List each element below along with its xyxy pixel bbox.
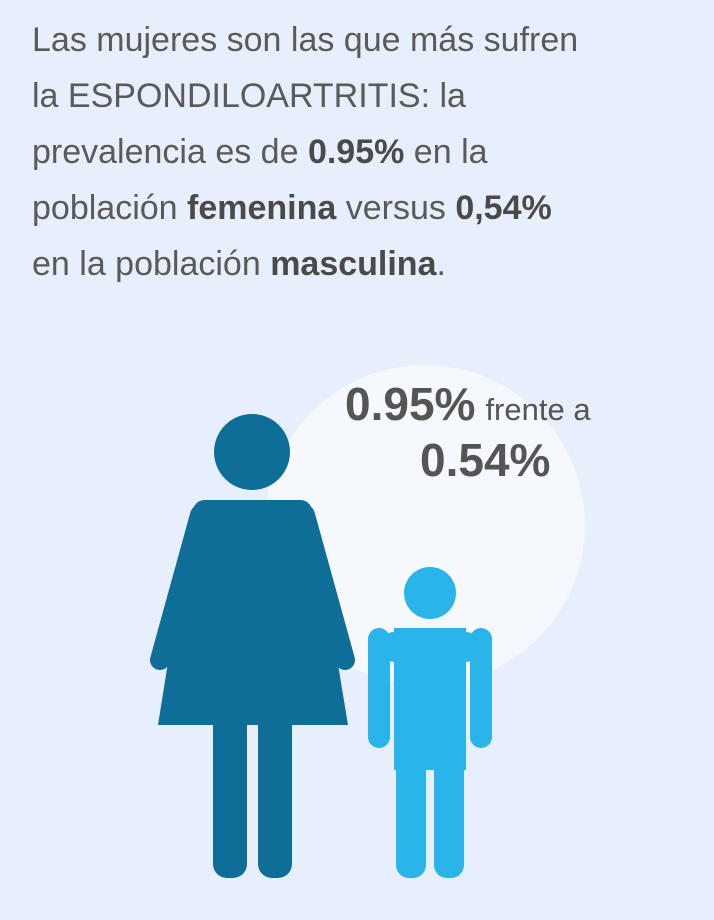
stat-connector: frente a	[485, 392, 591, 427]
text: .	[436, 245, 446, 283]
highlight-circle	[265, 365, 585, 685]
woman-figure	[150, 414, 355, 878]
intro-line: la ESPONDILOARTRITIS: la	[32, 68, 702, 124]
intro-text: Las mujeres son las que más sufren la ESP…	[32, 12, 702, 292]
text: prevalencia es de	[32, 133, 308, 171]
bold-text: 0,54%	[455, 189, 552, 227]
bold-text: masculina	[270, 245, 437, 283]
stat-value-a: 0.95%	[345, 378, 475, 430]
text: Las mujeres son las que más sufren	[32, 21, 579, 59]
text: en la población	[32, 245, 271, 283]
intro-line: población femenina versus 0,54%	[32, 180, 702, 236]
text: en la	[404, 133, 488, 171]
bold-text: 0.95%	[307, 133, 405, 171]
boy-figure	[368, 567, 492, 878]
intro-line: Las mujeres son las que más sufren	[32, 12, 702, 68]
stat-value-b: 0.54%	[420, 434, 550, 486]
bold-text: femenina	[187, 189, 337, 227]
text: población	[32, 189, 188, 227]
intro-line: en la población masculina.	[32, 236, 702, 292]
intro-line: prevalencia es de 0.95% en la	[32, 124, 702, 180]
stat-text: 0.95% frente a	[345, 378, 591, 430]
text: versus	[336, 189, 456, 227]
text: la ESPONDILOARTRITIS: la	[32, 77, 466, 115]
